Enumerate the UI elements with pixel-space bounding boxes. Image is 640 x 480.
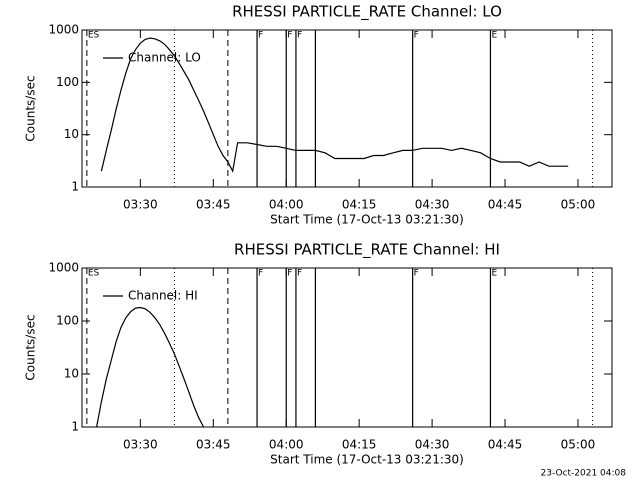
y-tick-label: 1 — [71, 420, 79, 434]
legend-label: Channel: LO — [128, 51, 201, 65]
plot-frame — [81, 267, 613, 428]
x-tick-label: 04:30 — [415, 438, 450, 452]
panel: RHESSI PARTICLE_RATE Channel: LO Start Ti… — [24, 3, 613, 227]
x-axis-label: Start Time (17-Oct-13 03:21:30) — [270, 453, 464, 467]
y-tick-label: 1000 — [48, 23, 79, 37]
event-label: ES — [88, 269, 100, 279]
chart-title: RHESSI PARTICLE_RATE Channel: HI — [234, 241, 500, 260]
y-tick-label: 100 — [56, 75, 79, 89]
event-label: F — [414, 269, 419, 279]
x-axis-label: Start Time (17-Oct-13 03:21:30) — [270, 213, 464, 227]
event-label: E — [491, 31, 497, 41]
legend-label: Channel: HI — [128, 289, 198, 303]
data-line — [96, 306, 205, 427]
event-label: F — [297, 31, 302, 41]
x-tick-label: 04:15 — [342, 438, 377, 452]
event-label: F — [297, 269, 302, 279]
event-label: F — [414, 31, 419, 41]
plot-frame — [81, 29, 613, 188]
event-label: E — [491, 269, 497, 279]
x-tick-label: 04:45 — [488, 438, 523, 452]
y-tick-label: 1000 — [48, 261, 79, 275]
x-tick-label: 04:30 — [415, 198, 450, 212]
event-label: F — [258, 31, 263, 41]
x-tick-label: 04:00 — [269, 198, 304, 212]
y-tick-label: 10 — [64, 127, 79, 141]
event-label: ES — [88, 31, 100, 41]
x-tick-label: 05:00 — [561, 438, 596, 452]
footer: 23-Oct-2021 04:08 — [541, 469, 627, 479]
y-tick-label: 100 — [56, 314, 79, 328]
x-tick-label: 04:45 — [488, 198, 523, 212]
y-axis-label: Counts/sec — [24, 314, 38, 380]
x-tick-label: 04:15 — [342, 198, 377, 212]
y-tick-label: 10 — [64, 367, 79, 381]
data-line — [100, 37, 569, 174]
x-tick-label: 03:30 — [123, 198, 158, 212]
x-tick-label: 04:00 — [269, 438, 304, 452]
y-axis-label: Counts/sec — [24, 75, 38, 141]
x-tick-label: 03:30 — [123, 438, 158, 452]
chart-title: RHESSI PARTICLE_RATE Channel: LO — [232, 3, 502, 22]
y-tick-label: 1 — [71, 180, 79, 194]
event-label: F — [287, 31, 292, 41]
x-tick-label: 03:45 — [196, 438, 231, 452]
panel: RHESSI PARTICLE_RATE Channel: HI Start Ti… — [24, 241, 613, 467]
x-tick-label: 05:00 — [561, 198, 596, 212]
event-label: F — [287, 269, 292, 279]
x-tick-label: 03:45 — [196, 198, 231, 212]
event-label: F — [258, 269, 263, 279]
